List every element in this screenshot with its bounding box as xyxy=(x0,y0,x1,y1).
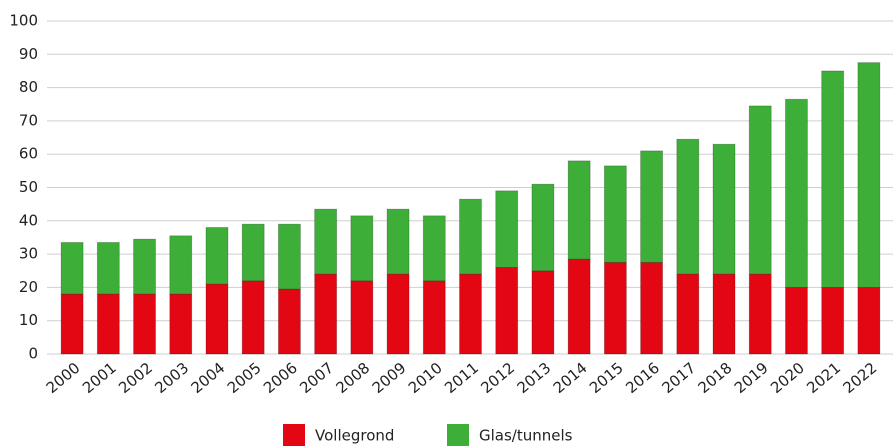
bar-segment xyxy=(676,138,700,275)
bar-segment xyxy=(748,273,772,355)
bar-segment xyxy=(748,105,772,275)
bar-segment xyxy=(785,286,808,355)
legend-label: Glas/tunnels xyxy=(479,427,573,445)
x-tick-label: 2000 xyxy=(43,359,84,397)
bar-segment xyxy=(785,98,808,288)
y-tick-label: 60 xyxy=(19,145,38,163)
bar-segment xyxy=(459,198,482,275)
bar-segment xyxy=(495,267,519,355)
bar-segment xyxy=(241,223,265,282)
x-tick-label: 2008 xyxy=(332,359,373,397)
y-tick-label: 50 xyxy=(19,178,38,196)
bar-segment xyxy=(350,215,374,282)
bar-segment xyxy=(422,215,446,282)
bar-segment xyxy=(314,208,338,275)
x-tick-label: 2006 xyxy=(260,359,301,397)
bar-segment xyxy=(640,150,663,263)
bar-segment xyxy=(133,293,156,355)
y-tick-label: 80 xyxy=(19,78,38,96)
y-tick-label: 90 xyxy=(19,45,38,63)
bar-segment xyxy=(278,288,301,355)
x-tick-label: 2002 xyxy=(115,359,156,397)
x-tick-label: 2014 xyxy=(550,359,591,397)
bar-segment xyxy=(350,280,374,355)
bar-segment xyxy=(133,238,156,295)
bar-segment xyxy=(459,273,482,355)
bar-segment xyxy=(386,273,410,355)
bar-segment xyxy=(567,258,591,355)
bar-segment xyxy=(531,183,555,272)
x-tick-label: 2009 xyxy=(369,359,410,397)
bar-segment xyxy=(821,286,845,355)
bar-segment xyxy=(60,242,84,295)
x-tick-label: 2010 xyxy=(405,359,446,397)
legend-swatch xyxy=(447,424,469,446)
bar-segment xyxy=(60,293,84,355)
y-tick-label: 40 xyxy=(19,211,38,229)
x-tick-label: 2012 xyxy=(477,359,518,397)
bar-segment xyxy=(205,227,229,285)
y-tick-label: 70 xyxy=(19,111,38,129)
bar-segment xyxy=(96,242,120,295)
bar-segment xyxy=(205,283,229,355)
y-tick-label: 10 xyxy=(19,311,38,329)
legend-label: Vollegrond xyxy=(315,427,394,445)
y-tick-label: 0 xyxy=(28,345,38,363)
legend-swatch xyxy=(283,424,305,446)
x-tick-label: 2017 xyxy=(658,359,699,397)
bar-segment xyxy=(531,270,555,355)
bar-segment xyxy=(96,293,120,355)
bar-segment xyxy=(495,190,519,268)
bar-segment xyxy=(241,280,265,355)
bar-segment xyxy=(712,143,736,275)
bar-segment xyxy=(857,286,881,355)
bar-segment xyxy=(712,273,736,355)
x-tick-label: 2013 xyxy=(514,359,555,397)
x-tick-label: 2005 xyxy=(224,359,265,397)
x-tick-label: 2015 xyxy=(586,359,627,397)
x-tick-label: 2021 xyxy=(803,359,844,397)
bar-segment xyxy=(422,280,446,355)
y-tick-label: 30 xyxy=(19,245,38,263)
y-tick-label: 20 xyxy=(19,278,38,296)
x-tick-label: 2004 xyxy=(188,359,229,397)
x-tick-label: 2018 xyxy=(695,359,736,397)
bar-segment xyxy=(278,223,301,290)
bar-segment xyxy=(603,262,627,355)
bar-segment xyxy=(169,293,193,355)
x-tick-label: 2001 xyxy=(79,359,120,397)
x-tick-label: 2007 xyxy=(296,359,337,397)
x-tick-label: 2016 xyxy=(622,359,663,397)
x-tick-label: 2019 xyxy=(731,359,772,397)
bar-segment xyxy=(676,273,700,355)
bar-segment xyxy=(603,165,627,263)
y-tick-label: 100 xyxy=(9,12,38,30)
x-tick-label: 2022 xyxy=(840,359,881,397)
bar-segment xyxy=(857,62,881,288)
x-tick-label: 2011 xyxy=(441,359,482,397)
bar-segment xyxy=(314,273,338,355)
bar-segment xyxy=(821,70,845,288)
x-tick-label: 2003 xyxy=(151,359,192,397)
bar-segment xyxy=(386,208,410,275)
bar-segment xyxy=(567,160,591,260)
x-tick-label: 2020 xyxy=(767,359,808,397)
bar-segment xyxy=(169,235,193,295)
bar-segment xyxy=(640,262,663,355)
